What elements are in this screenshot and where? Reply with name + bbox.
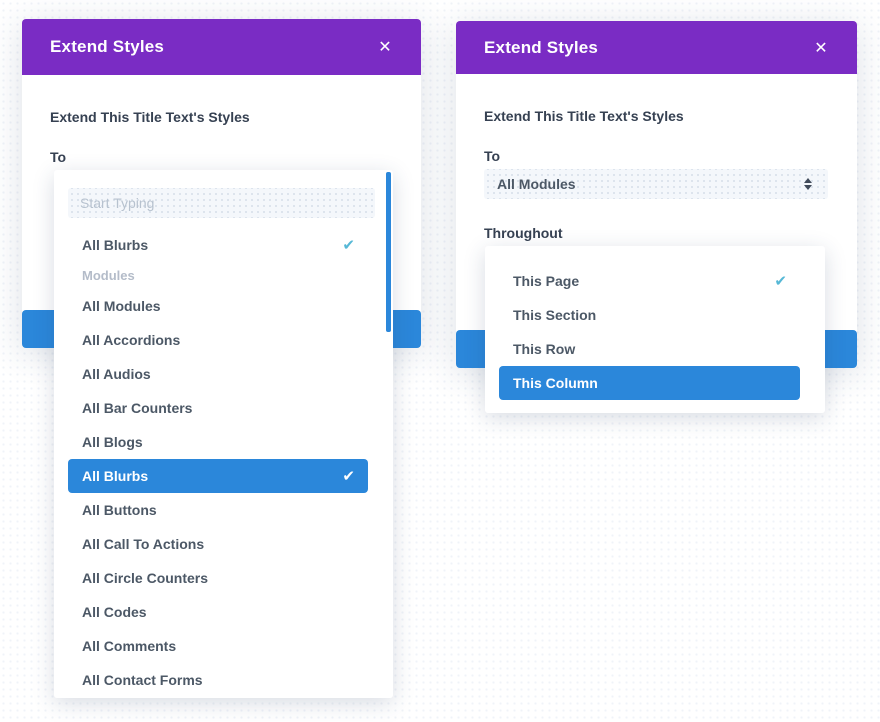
- dropdown-option[interactable]: This Section: [499, 298, 800, 332]
- dropdown-option[interactable]: All Modules: [68, 289, 368, 323]
- extend-description: Extend This Title Text's Styles: [50, 109, 250, 125]
- throughout-dropdown-panel: This Page ✔ This Section This Row This Colum…: [485, 246, 825, 413]
- close-icon[interactable]: ✕: [814, 39, 828, 57]
- dropdown-option-label: This Column: [513, 375, 598, 391]
- to-label: To: [50, 149, 67, 165]
- dropdown-option-label: All Codes: [82, 604, 147, 620]
- dropdown-option-label: Modules: [82, 267, 135, 283]
- dropdown-option[interactable]: All Contact Forms: [68, 663, 368, 697]
- dropdown-option-label: All Accordions: [82, 332, 181, 348]
- to-label: To: [484, 148, 501, 164]
- dropdown-option[interactable]: All Call To Actions: [68, 527, 368, 561]
- dropdown-option[interactable]: This Column: [499, 366, 800, 400]
- dropdown-option[interactable]: All Audios: [68, 357, 368, 391]
- throughout-label: Throughout: [484, 225, 563, 241]
- modal-title: Extend Styles: [484, 37, 599, 57]
- check-icon: ✔: [342, 467, 355, 485]
- dropdown-option-label: This Page: [513, 273, 580, 289]
- dropdown-option[interactable]: All Blurbs ✔: [68, 459, 368, 493]
- dropdown-option-label: All Bar Counters: [82, 400, 193, 416]
- module-option-list: All Blurbs ✔ Modules All Modules All Accordi…: [54, 229, 393, 697]
- check-icon: ✔: [342, 236, 355, 254]
- modal-header: Extend Styles ✕: [22, 19, 421, 75]
- dropdown-option-label: All Buttons: [82, 502, 157, 518]
- dropdown-option[interactable]: All Blurbs ✔: [68, 229, 368, 261]
- dropdown-option-label: All Audios: [82, 366, 151, 382]
- dropdown-option-label: All Modules: [82, 298, 161, 314]
- dropdown-option-label: All Blogs: [82, 434, 143, 450]
- dropdown-option-label: All Call To Actions: [82, 536, 205, 552]
- dropdown-option[interactable]: All Circle Counters: [68, 561, 368, 595]
- dropdown-option-label: This Section: [513, 307, 597, 323]
- close-icon[interactable]: ✕: [378, 39, 392, 56]
- dropdown-option-label: All Blurbs: [82, 237, 149, 253]
- to-select[interactable]: All Modules: [484, 169, 828, 199]
- to-select-value: All Modules: [497, 176, 576, 192]
- dropdown-option-label: All Comments: [82, 638, 177, 654]
- dropdown-option[interactable]: This Page ✔: [499, 264, 800, 298]
- dropdown-option[interactable]: All Bar Counters: [68, 391, 368, 425]
- dropdown-option-label: All Circle Counters: [82, 570, 209, 586]
- dropdown-option-label: All Contact Forms: [82, 672, 203, 688]
- dropdown-option[interactable]: All Buttons: [68, 493, 368, 527]
- throughout-option-list: This Page ✔ This Section This Row This Colum…: [485, 264, 825, 400]
- dropdown-option[interactable]: This Row: [499, 332, 800, 366]
- dropdown-option-label: All Blurbs: [82, 468, 149, 484]
- dropdown-option[interactable]: All Comments: [68, 629, 368, 663]
- dropdown-option[interactable]: All Blogs: [68, 425, 368, 459]
- dropdown-category-label: Modules: [68, 261, 368, 289]
- dropdown-scrollbar[interactable]: [386, 172, 391, 332]
- modal-header: Extend Styles ✕: [456, 21, 857, 74]
- dropdown-option[interactable]: All Accordions: [68, 323, 368, 357]
- dropdown-option-label: This Row: [513, 341, 576, 357]
- up-down-arrows-icon: [804, 178, 812, 190]
- search-input[interactable]: [68, 188, 375, 218]
- dropdown-option[interactable]: All Codes: [68, 595, 368, 629]
- module-dropdown-panel: All Blurbs ✔ Modules All Modules All Accordi…: [54, 170, 393, 698]
- check-icon: ✔: [774, 272, 787, 290]
- extend-description: Extend This Title Text's Styles: [484, 108, 684, 124]
- modal-title: Extend Styles: [50, 37, 165, 56]
